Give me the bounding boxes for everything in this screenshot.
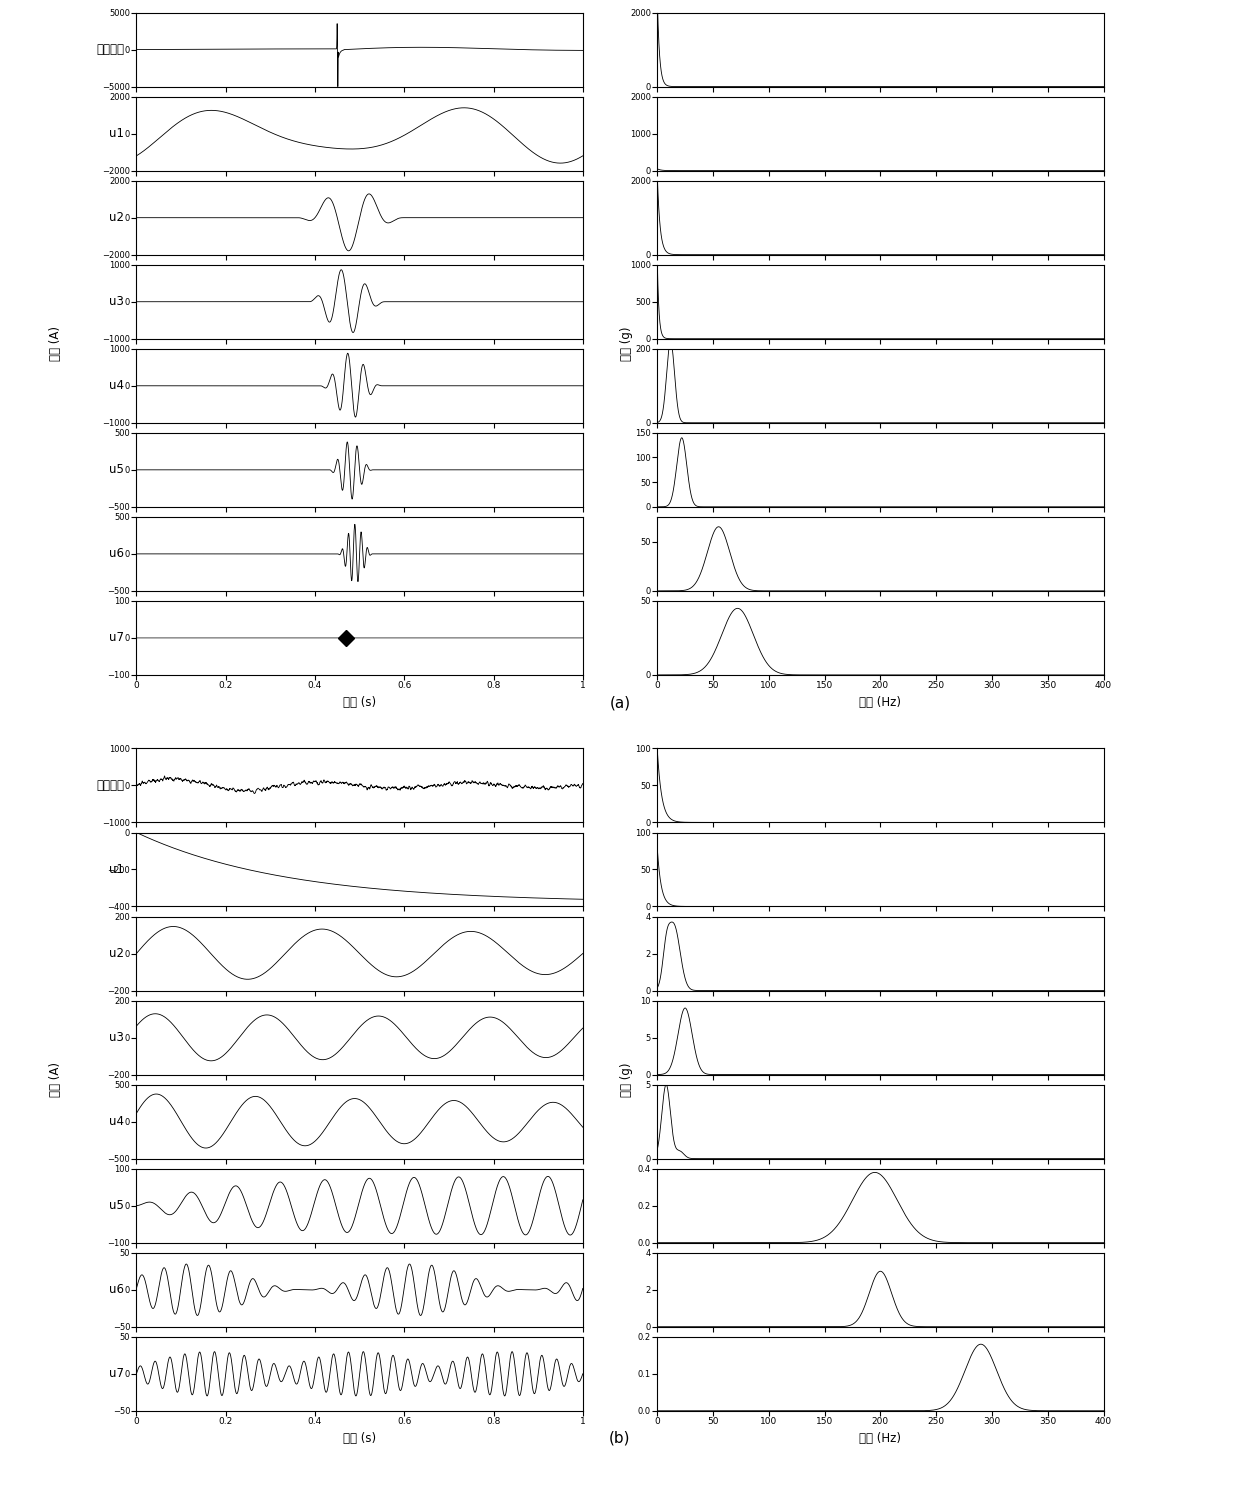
Text: 幅値 (A): 幅値 (A) [50,326,62,361]
Text: u1: u1 [109,127,124,141]
Text: 幅値 (g): 幅値 (g) [620,1062,632,1097]
Text: u4: u4 [109,379,124,393]
Text: u7: u7 [109,1367,124,1380]
Text: u3: u3 [109,295,124,308]
Text: u7: u7 [109,632,124,644]
Text: 幅値 (A): 幅値 (A) [50,1062,62,1097]
Text: (a): (a) [609,695,631,710]
Text: u1: u1 [109,863,124,876]
Text: u4: u4 [109,1115,124,1129]
Text: u5: u5 [109,464,124,476]
Text: u6: u6 [109,1283,124,1296]
X-axis label: 时间 (s): 时间 (s) [343,1431,376,1445]
X-axis label: 时间 (s): 时间 (s) [343,695,376,709]
Text: 幅値 (g): 幅値 (g) [620,326,632,361]
Text: 原始信号: 原始信号 [95,780,124,792]
Text: u6: u6 [109,547,124,561]
Text: u2: u2 [109,947,124,959]
Text: u3: u3 [109,1031,124,1044]
X-axis label: 频率 (Hz): 频率 (Hz) [859,1431,901,1445]
Text: 原始信号: 原始信号 [95,44,124,56]
X-axis label: 频率 (Hz): 频率 (Hz) [859,695,901,709]
Text: (b): (b) [609,1431,631,1446]
Text: u5: u5 [109,1200,124,1212]
Text: u2: u2 [109,212,124,224]
